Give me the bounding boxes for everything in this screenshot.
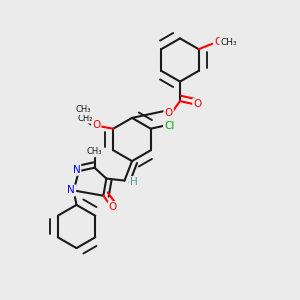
Text: N: N	[73, 165, 80, 175]
Text: N: N	[68, 185, 75, 196]
Text: CH₃: CH₃	[220, 38, 237, 47]
Text: O: O	[193, 99, 202, 109]
Text: O: O	[164, 108, 173, 118]
Text: CH₃: CH₃	[76, 105, 91, 114]
Text: O: O	[92, 120, 100, 130]
Text: Cl: Cl	[164, 121, 175, 131]
Text: H: H	[130, 177, 137, 187]
Text: O: O	[215, 37, 223, 47]
Text: CH₂: CH₂	[78, 114, 93, 123]
Text: CH₃: CH₃	[87, 147, 102, 156]
Text: O: O	[109, 202, 117, 212]
